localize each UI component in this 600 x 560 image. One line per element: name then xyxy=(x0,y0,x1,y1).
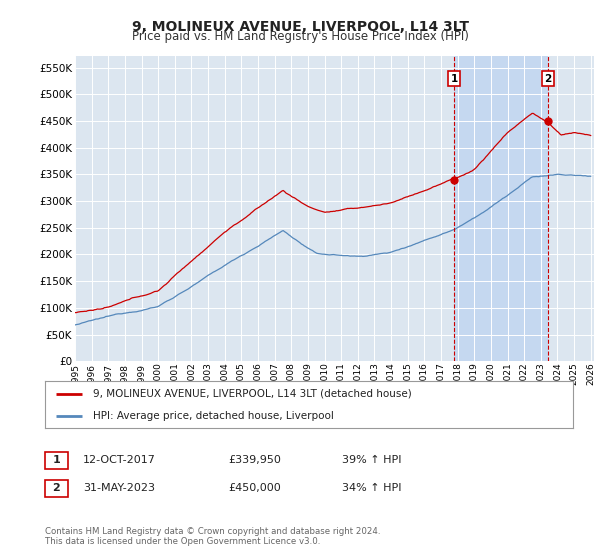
Text: 34% ↑ HPI: 34% ↑ HPI xyxy=(342,483,401,493)
Text: 9, MOLINEUX AVENUE, LIVERPOOL, L14 3LT (detached house): 9, MOLINEUX AVENUE, LIVERPOOL, L14 3LT (… xyxy=(92,389,411,399)
Text: HPI: Average price, detached house, Liverpool: HPI: Average price, detached house, Live… xyxy=(92,410,334,421)
Text: 2: 2 xyxy=(544,74,551,84)
Text: 12-OCT-2017: 12-OCT-2017 xyxy=(83,455,155,465)
Text: £450,000: £450,000 xyxy=(228,483,281,493)
Text: 39% ↑ HPI: 39% ↑ HPI xyxy=(342,455,401,465)
Text: 1: 1 xyxy=(53,455,60,465)
Bar xyxy=(454,56,548,361)
Text: 2: 2 xyxy=(53,483,60,493)
Text: 9, MOLINEUX AVENUE, LIVERPOOL, L14 3LT: 9, MOLINEUX AVENUE, LIVERPOOL, L14 3LT xyxy=(131,20,469,34)
Text: Price paid vs. HM Land Registry's House Price Index (HPI): Price paid vs. HM Land Registry's House … xyxy=(131,30,469,44)
Text: Contains HM Land Registry data © Crown copyright and database right 2024.
This d: Contains HM Land Registry data © Crown c… xyxy=(45,527,380,546)
Text: £339,950: £339,950 xyxy=(228,455,281,465)
Text: 1: 1 xyxy=(451,74,458,84)
Text: 31-MAY-2023: 31-MAY-2023 xyxy=(83,483,155,493)
